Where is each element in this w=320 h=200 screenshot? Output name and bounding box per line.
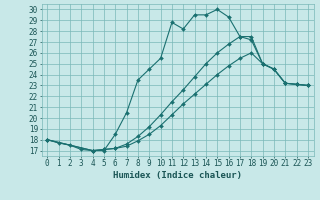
X-axis label: Humidex (Indice chaleur): Humidex (Indice chaleur) [113, 171, 242, 180]
